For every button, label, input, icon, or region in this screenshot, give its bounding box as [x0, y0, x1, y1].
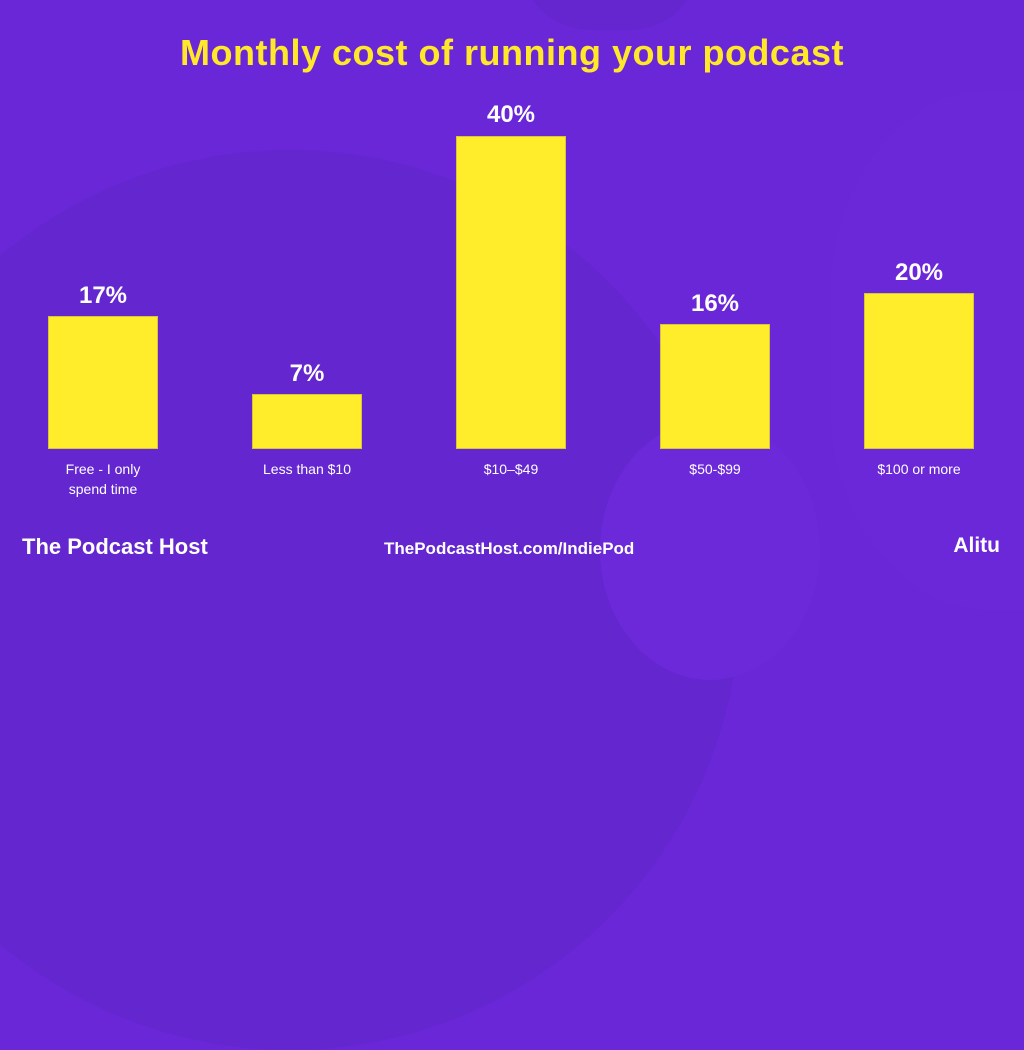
category-label: $50-$99 — [689, 461, 741, 477]
partner-logo: Alitu — [953, 534, 1000, 557]
bar-100-or-more — [864, 293, 974, 449]
category-label: Free - I only spend time — [13, 459, 193, 499]
category-label: $10–$49 — [483, 461, 539, 477]
bar-50-99 — [660, 324, 770, 449]
chart-title: Monthly cost of running your podcast — [180, 32, 844, 73]
bar-value-label: 40% — [486, 101, 536, 128]
brand-logo: The Podcast Host — [22, 534, 208, 559]
bar-value-label: 7% — [289, 360, 325, 387]
bar-value-label: 20% — [894, 259, 944, 286]
bar-value-label: 16% — [690, 290, 740, 317]
bar-free — [48, 316, 158, 449]
background-shape — [520, 0, 700, 30]
bar-less-than-10 — [252, 394, 362, 449]
category-label-line: spend time — [68, 481, 138, 497]
bar-10-49 — [456, 136, 566, 449]
footer-url: ThePodcastHost.com/IndiePod — [384, 539, 635, 558]
category-label-line: Free - I only — [65, 461, 141, 477]
bar-value-label: 17% — [78, 282, 128, 309]
category-label: $100 or more — [877, 461, 961, 477]
category-label: Less than $10 — [263, 461, 351, 477]
